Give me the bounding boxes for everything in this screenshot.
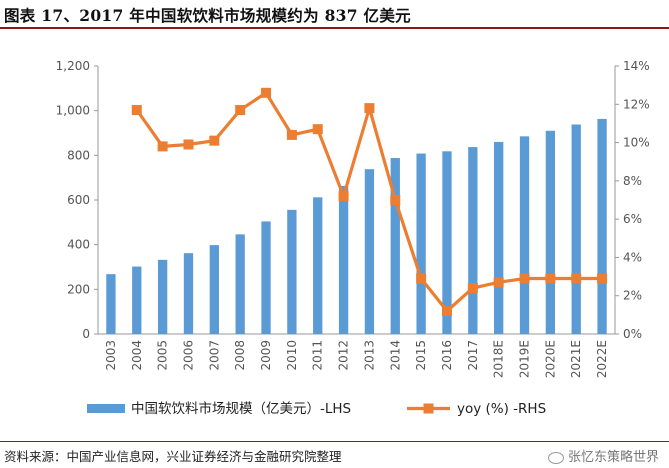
bar bbox=[519, 136, 530, 334]
bar bbox=[338, 185, 349, 334]
bar bbox=[261, 221, 271, 334]
legend: 中国软饮料市场规模（亿美元）-LHS yoy (%) -RHS bbox=[87, 400, 546, 417]
bar bbox=[416, 153, 426, 334]
bar bbox=[132, 266, 142, 334]
y-left-tick-label: 200 bbox=[67, 282, 90, 296]
yoy-marker bbox=[261, 87, 272, 98]
yoy-marker bbox=[338, 191, 349, 202]
legend-line-marker bbox=[423, 403, 434, 414]
chart: 0 200 400 600 800 1,000 1,200 0% 2% 4% 6% 8% 10% 12% 1… bbox=[56, 59, 650, 417]
yoy-marker bbox=[545, 273, 556, 284]
y-right-tick-label: 0% bbox=[623, 327, 642, 341]
axes-group: 0 200 400 600 800 1,000 1,200 0% 2% 4% 6% 8% 10% 12% 1… bbox=[56, 59, 650, 341]
yoy-marker bbox=[571, 273, 582, 284]
bar bbox=[468, 147, 478, 334]
y-right-tick-label: 10% bbox=[623, 136, 650, 150]
yoy-marker bbox=[519, 273, 530, 284]
footer-divider bbox=[0, 441, 669, 442]
x-tick-label: 2009 bbox=[259, 340, 273, 371]
bar bbox=[313, 197, 323, 334]
x-tick-label: 2006 bbox=[181, 340, 195, 371]
bar-series bbox=[106, 118, 607, 335]
bar bbox=[390, 158, 400, 334]
yoy-marker bbox=[312, 124, 323, 135]
y-left-tick-label: 400 bbox=[67, 238, 90, 252]
bar bbox=[209, 245, 219, 334]
y-left-tick-label: 1,200 bbox=[56, 59, 90, 73]
wechat-icon bbox=[547, 451, 564, 464]
bar bbox=[235, 234, 245, 334]
yoy-marker bbox=[131, 105, 142, 116]
y-right-tick-label: 12% bbox=[623, 97, 650, 111]
legend-line-label: yoy (%) -RHS bbox=[457, 401, 546, 417]
y-left-tick-label: 0 bbox=[82, 327, 90, 341]
y-right-tick-label: 2% bbox=[623, 289, 642, 303]
x-tick-label: 2003 bbox=[104, 340, 118, 371]
x-axis-labels: 2003 2004 2005 2006 2007 2008 2009 2010 2011 2012… bbox=[104, 340, 609, 378]
y-right-tick-label: 4% bbox=[623, 250, 642, 264]
x-tick-label: 2014 bbox=[388, 340, 402, 371]
x-tick-label: 2010 bbox=[285, 340, 299, 371]
yoy-marker bbox=[183, 139, 194, 150]
bar bbox=[287, 209, 297, 334]
yoy-marker bbox=[157, 141, 168, 152]
bar bbox=[364, 169, 375, 334]
bar bbox=[183, 253, 194, 334]
source-note: 资料来源：中国产业信息网，兴业证券经济与金融研究院整理 bbox=[4, 449, 342, 464]
line-series bbox=[131, 87, 608, 317]
y-left-tick-label: 600 bbox=[67, 193, 90, 207]
yoy-marker bbox=[441, 306, 452, 317]
x-tick-label: 2018E bbox=[492, 340, 506, 378]
x-tick-label: 2015 bbox=[414, 340, 428, 371]
x-tick-label: 2011 bbox=[311, 340, 325, 371]
chart-title: 图表 17、2017 年中国软饮料市场规模约为 837 亿美元 bbox=[4, 6, 411, 25]
yoy-marker bbox=[493, 277, 504, 288]
x-tick-label: 2005 bbox=[156, 340, 170, 371]
bar bbox=[545, 130, 556, 334]
bar bbox=[494, 141, 504, 334]
yoy-marker bbox=[390, 195, 401, 205]
yoy-marker bbox=[416, 273, 427, 284]
x-tick-label: 2013 bbox=[362, 340, 376, 371]
legend-bar-swatch bbox=[87, 404, 125, 413]
y-right-tick-label: 8% bbox=[623, 174, 642, 188]
x-tick-label: 2019E bbox=[518, 340, 532, 378]
yoy-marker bbox=[286, 129, 297, 140]
watermark: 张忆东策略世界 bbox=[547, 446, 659, 465]
legend-bar-label: 中国软饮料市场规模（亿美元）-LHS bbox=[131, 400, 351, 417]
bar bbox=[157, 259, 168, 334]
title-divider bbox=[0, 27, 669, 29]
yoy-marker bbox=[209, 135, 220, 146]
x-tick-label: 2021E bbox=[569, 340, 583, 378]
yoy-marker bbox=[467, 283, 478, 294]
x-tick-label: 2008 bbox=[233, 340, 247, 371]
y-right-tick-label: 14% bbox=[623, 59, 650, 73]
x-tick-label: 2007 bbox=[207, 340, 221, 371]
watermark-text: 张忆东策略世界 bbox=[567, 450, 659, 465]
x-tick-label: 2016 bbox=[440, 340, 454, 371]
bar bbox=[597, 118, 607, 335]
bar bbox=[106, 274, 116, 334]
x-tick-label: 2017 bbox=[466, 340, 480, 371]
yoy-marker bbox=[364, 103, 375, 114]
x-tick-label: 2022E bbox=[595, 340, 609, 378]
yoy-marker bbox=[597, 273, 608, 284]
bar bbox=[571, 124, 581, 334]
y-right-tick-label: 6% bbox=[623, 212, 642, 226]
y-left-tick-label: 1,000 bbox=[56, 104, 90, 118]
yoy-marker bbox=[235, 105, 246, 116]
y-left-tick-label: 800 bbox=[67, 148, 90, 162]
x-tick-label: 2012 bbox=[337, 340, 351, 371]
bar bbox=[442, 151, 452, 334]
x-tick-label: 2020E bbox=[543, 340, 557, 378]
x-tick-label: 2004 bbox=[130, 340, 144, 371]
